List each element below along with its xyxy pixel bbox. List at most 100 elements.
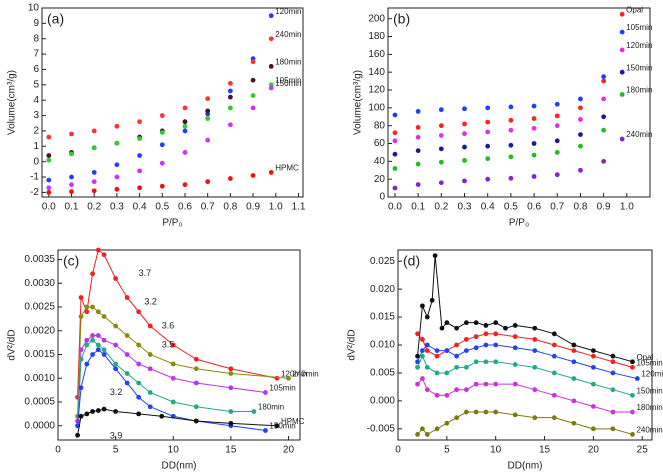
data-point	[551, 331, 557, 337]
data-point	[124, 352, 130, 357]
data-point	[463, 348, 469, 353]
data-point	[182, 182, 188, 188]
data-point	[432, 253, 438, 258]
series-label: HPMC	[275, 164, 299, 173]
panel-label: (a)	[47, 11, 64, 27]
y-tick-label: 0.0010	[24, 373, 55, 384]
x-tick-label: 0.7	[201, 202, 215, 213]
data-point	[101, 314, 107, 319]
y-tick-label: 0.0020	[24, 325, 55, 336]
data-point	[101, 352, 107, 357]
data-point	[462, 178, 467, 184]
data-point	[205, 116, 211, 122]
y-tick-label: 0.000	[370, 396, 395, 407]
data-point	[485, 129, 491, 135]
x-tick-label: 0.9	[597, 202, 611, 213]
data-point	[454, 342, 460, 348]
plot-frame	[41, 7, 304, 198]
x-tick-label: 10	[168, 445, 180, 456]
data-point	[84, 309, 90, 315]
data-point	[532, 348, 538, 353]
data-point	[532, 325, 538, 331]
data-point	[91, 179, 97, 185]
data-point	[114, 140, 120, 146]
y-tick-label: 200	[368, 13, 385, 24]
x-axis-label: DD(nm)	[508, 461, 543, 472]
data-point	[554, 150, 560, 155]
data-point	[571, 348, 577, 353]
data-point	[95, 408, 101, 413]
data-point	[571, 359, 577, 365]
data-point	[78, 314, 84, 319]
y-tick-label: 5	[33, 79, 39, 90]
data-point	[113, 342, 119, 348]
series-label: 150min	[275, 79, 301, 88]
x-tick-label: 0.2	[87, 202, 101, 213]
data-point	[619, 92, 625, 97]
data-point	[420, 303, 425, 309]
y-axis-label: dV²/dD	[347, 329, 358, 360]
data-point	[159, 183, 165, 189]
data-point	[415, 359, 420, 365]
data-point	[438, 107, 444, 113]
data-point	[444, 370, 450, 376]
x-tick-label: 25	[637, 445, 649, 456]
data-point	[554, 172, 560, 178]
data-point	[601, 158, 607, 164]
series-label: 180min	[636, 403, 662, 412]
plot-frame	[387, 7, 651, 198]
data-point	[227, 105, 233, 111]
data-point	[454, 415, 460, 421]
data-point	[554, 101, 560, 107]
data-point	[78, 347, 84, 353]
data-point	[227, 122, 233, 128]
data-point	[462, 158, 467, 163]
data-point	[634, 376, 640, 381]
data-point	[193, 380, 199, 386]
data-point	[114, 123, 120, 129]
data-point	[268, 36, 274, 42]
data-point	[182, 119, 188, 125]
data-point	[485, 176, 491, 182]
series-label: 105min	[275, 76, 301, 85]
y-tick-label: 6	[33, 64, 39, 75]
data-point	[438, 123, 444, 129]
x-tick-label: 1.0	[620, 202, 634, 213]
data-point	[463, 364, 469, 370]
data-point	[159, 413, 165, 419]
x-tick-label: 0.2	[434, 202, 448, 213]
data-point	[90, 304, 95, 310]
data-point	[444, 320, 450, 326]
y-tick-label: 180	[368, 31, 385, 42]
data-point	[274, 423, 280, 429]
data-point	[578, 96, 583, 102]
data-point	[590, 404, 596, 409]
x-tick-label: 0.8	[223, 202, 237, 213]
data-point	[101, 252, 107, 258]
data-point	[439, 325, 445, 331]
data-point	[578, 143, 583, 149]
data-point	[485, 143, 491, 149]
data-point	[434, 348, 440, 353]
y-tick-label: 80	[374, 120, 386, 131]
data-point	[101, 347, 107, 353]
data-point	[601, 114, 607, 120]
y-tick-label: 140	[368, 67, 385, 78]
data-point	[415, 353, 420, 359]
series-label: 180min	[258, 403, 284, 412]
x-tick-label: 5	[113, 445, 119, 456]
data-point	[268, 13, 274, 19]
data-point	[415, 364, 420, 370]
series-label: 120min	[275, 7, 301, 16]
data-point	[420, 376, 425, 381]
data-point	[170, 375, 176, 381]
data-point	[619, 29, 625, 35]
data-point	[508, 175, 514, 181]
x-tick-label: 20	[283, 445, 295, 456]
data-point	[137, 168, 142, 174]
data-point	[438, 146, 444, 152]
data-point	[250, 105, 256, 111]
data-point	[554, 123, 560, 129]
data-point	[512, 412, 518, 418]
